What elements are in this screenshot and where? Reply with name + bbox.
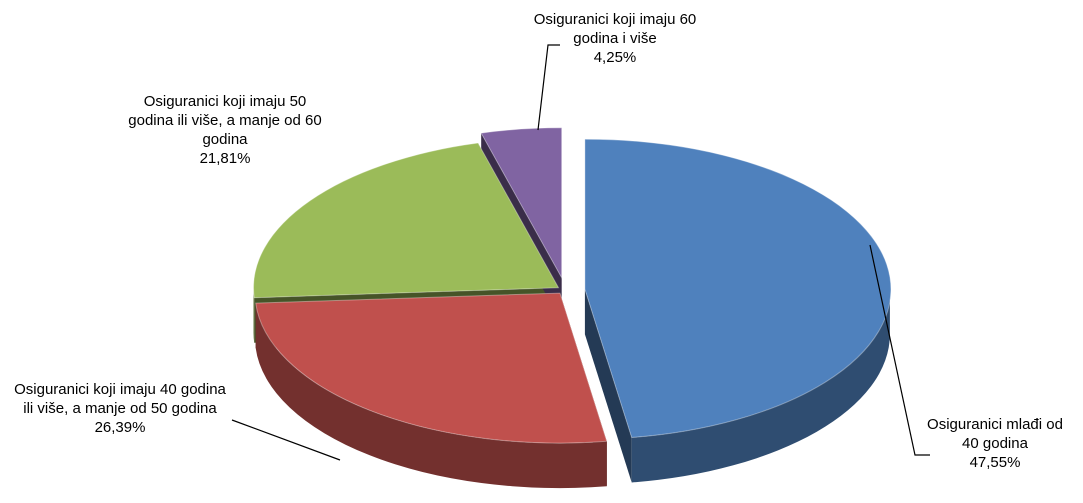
- value-label: 21,81%: [199, 150, 251, 167]
- value-label: 47,55%: [969, 454, 1021, 471]
- slice-side: [253, 287, 255, 343]
- slice-side: [631, 289, 890, 483]
- slice: [480, 127, 563, 280]
- category-label: Osiguranici koji imaju 40 godina ili viš…: [14, 381, 226, 417]
- category-label: Osiguranici mlađi od 40 godina: [927, 416, 1063, 452]
- slice: [253, 142, 560, 299]
- leader-line: [869, 244, 930, 456]
- value-label: 26,39%: [94, 419, 146, 436]
- slice-label: Osiguranici koji imaju 50 godina ili viš…: [120, 92, 330, 168]
- slice: [584, 138, 892, 439]
- slice-side: [255, 303, 607, 489]
- category-label: Osiguranici koji imaju 50 godina ili viš…: [128, 93, 322, 148]
- slice-label: Osiguranici mlađi od 40 godina 47,55%: [920, 415, 1070, 472]
- slice-label: Osiguranici koji imaju 60 godina i više 4…: [525, 10, 705, 67]
- leader-line: [231, 419, 341, 461]
- slice-side: [584, 289, 632, 483]
- slice: [255, 292, 608, 444]
- value-label: 4,25%: [593, 49, 637, 66]
- category-label: Osiguranici koji imaju 60 godina i više: [533, 11, 697, 47]
- leader-line: [537, 44, 560, 131]
- slice-label: Osiguranici koji imaju 40 godina ili viš…: [10, 380, 230, 437]
